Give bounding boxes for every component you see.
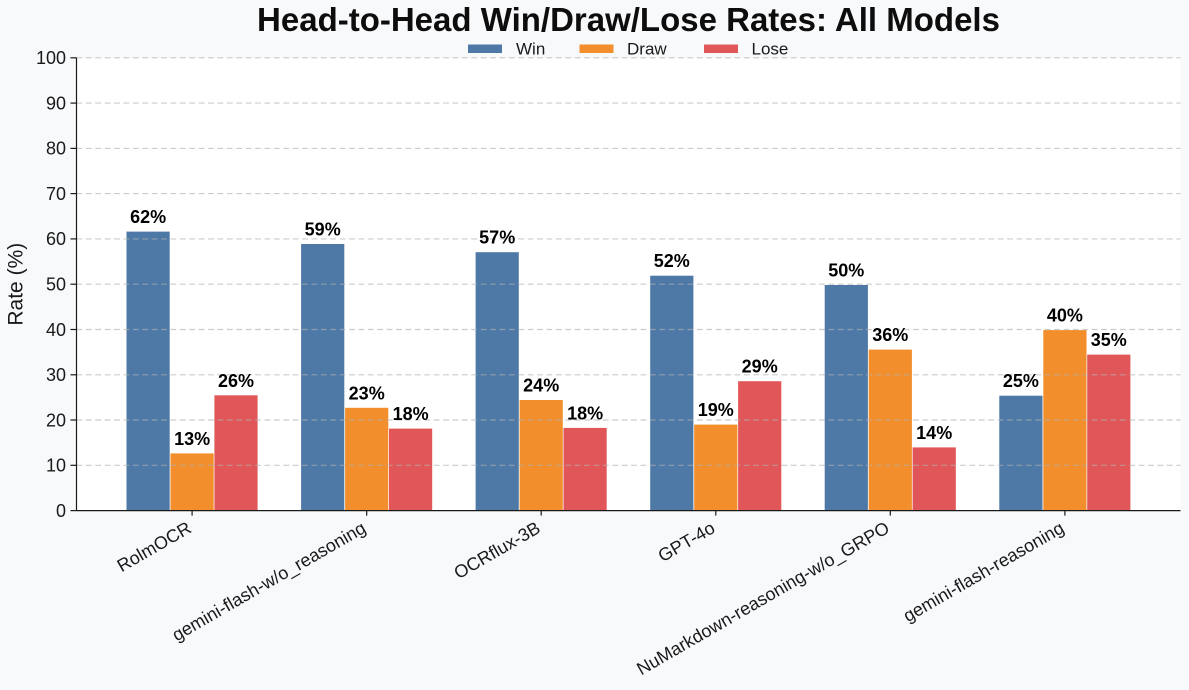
svg-text:23%: 23% bbox=[349, 383, 385, 403]
svg-text:52%: 52% bbox=[654, 251, 690, 271]
svg-text:0: 0 bbox=[56, 501, 66, 521]
svg-text:29%: 29% bbox=[742, 357, 778, 377]
svg-text:Rate (%): Rate (%) bbox=[5, 243, 28, 326]
svg-text:80: 80 bbox=[46, 139, 66, 159]
svg-text:13%: 13% bbox=[174, 429, 210, 449]
svg-text:100: 100 bbox=[36, 48, 66, 68]
svg-text:19%: 19% bbox=[698, 400, 734, 420]
svg-text:Head-to-Head Win/Draw/Lose Rat: Head-to-Head Win/Draw/Lose Rates: All Mo… bbox=[257, 1, 1000, 38]
svg-text:40: 40 bbox=[46, 320, 66, 340]
svg-text:14%: 14% bbox=[916, 423, 952, 443]
svg-text:57%: 57% bbox=[479, 228, 515, 248]
svg-text:20: 20 bbox=[46, 410, 66, 430]
svg-text:25%: 25% bbox=[1003, 371, 1039, 391]
svg-text:24%: 24% bbox=[523, 376, 559, 396]
svg-text:Win: Win bbox=[516, 40, 545, 59]
svg-text:35%: 35% bbox=[1091, 330, 1127, 350]
svg-text:18%: 18% bbox=[393, 404, 429, 424]
svg-text:90: 90 bbox=[46, 93, 66, 113]
svg-text:Draw: Draw bbox=[627, 40, 667, 59]
svg-text:50: 50 bbox=[46, 275, 66, 295]
svg-text:60: 60 bbox=[46, 229, 66, 249]
svg-text:10: 10 bbox=[46, 456, 66, 476]
svg-text:18%: 18% bbox=[567, 403, 603, 423]
svg-text:50%: 50% bbox=[828, 261, 864, 281]
svg-text:62%: 62% bbox=[130, 207, 166, 227]
svg-text:30: 30 bbox=[46, 365, 66, 385]
svg-text:26%: 26% bbox=[218, 371, 254, 391]
svg-text:70: 70 bbox=[46, 184, 66, 204]
svg-text:Lose: Lose bbox=[752, 40, 789, 59]
svg-text:59%: 59% bbox=[305, 220, 341, 240]
svg-text:40%: 40% bbox=[1047, 306, 1083, 326]
svg-text:36%: 36% bbox=[872, 325, 908, 345]
